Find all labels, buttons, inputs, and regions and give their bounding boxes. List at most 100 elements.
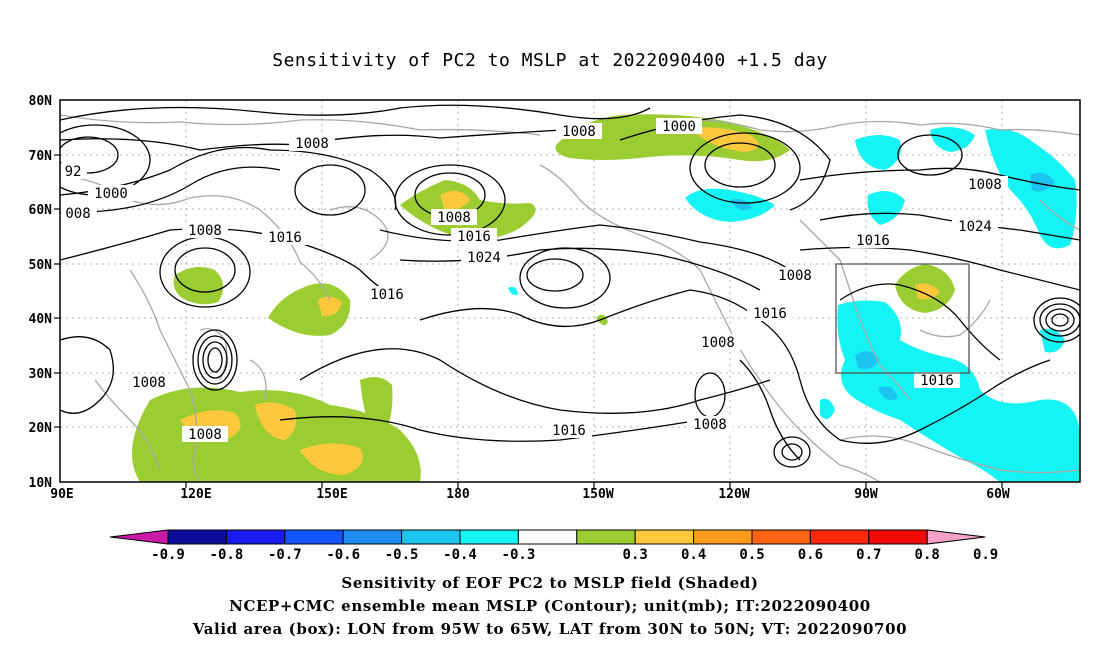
contour-label: 1008 (962, 176, 1008, 193)
contour-label: 1008 (695, 334, 741, 351)
negative-area (855, 135, 901, 170)
contour-label: 1016 (914, 372, 960, 389)
contour-label: 1008 (772, 267, 818, 284)
colorbar-swatch (634, 529, 695, 545)
svg-text:1008: 1008 (701, 335, 735, 351)
svg-text:1016: 1016 (457, 229, 491, 245)
negative-area-strong (878, 386, 898, 401)
negative-area (867, 191, 905, 225)
colorbar-label: 0.5 (739, 547, 764, 563)
positive-area-strong (915, 283, 940, 300)
colorbar-swatch (576, 529, 636, 545)
contour-label: 1000 (88, 185, 134, 202)
lat-label: 50N (29, 258, 53, 273)
colorbar-swatch (167, 529, 227, 545)
lat-label: 60N (29, 203, 53, 218)
colorbar-swatch (693, 529, 753, 545)
colorbar-swatch (342, 529, 403, 545)
caption-line-1: Sensitivity of EOF PC2 to MSLP field (Sh… (341, 574, 759, 592)
colorbar-label: 0.8 (915, 547, 940, 563)
colorbar-label: -0.7 (268, 547, 302, 563)
lon-label: 120E (180, 487, 211, 502)
colorbar-label: -0.3 (502, 547, 536, 563)
colorbar-swatch (284, 529, 344, 545)
caption-line-2: NCEP+CMC ensemble mean MSLP (Contour); u… (229, 597, 871, 615)
colorbar-swatch (401, 529, 461, 545)
contour-label: 1000 (656, 118, 702, 135)
colorbar-swatch (517, 529, 578, 545)
positive-area (360, 376, 393, 440)
svg-text:1008: 1008 (693, 417, 727, 433)
contour-label: 1008 (289, 135, 335, 152)
colorbar-swatch (751, 529, 811, 545)
positive-area-strong (300, 443, 363, 475)
svg-text:1008: 1008 (437, 210, 471, 226)
lon-label: 180 (446, 487, 470, 502)
negative-area-strong (855, 351, 880, 369)
lon-axis: 90E 120E 150E 180 150W 120W 90W 60W (50, 482, 1010, 502)
contour-label: 1016 (262, 229, 308, 246)
colorbar-swatch (459, 529, 519, 545)
colorbar-label: 0.9 (973, 547, 998, 563)
svg-text:1008: 1008 (778, 268, 812, 284)
positive-area-strong (440, 191, 470, 211)
contour-label: 1008 (687, 416, 733, 433)
positive-area-strong (255, 402, 297, 440)
colorbar-label: 0.4 (681, 547, 706, 563)
contour-label: 1008 (182, 426, 228, 443)
positive-area-strong (318, 296, 342, 317)
map-frame (59, 99, 1081, 483)
colorbar-swatch (868, 529, 928, 545)
colorbar-swatch (809, 529, 870, 545)
lat-label: 30N (29, 367, 53, 382)
colorbar-label: -0.4 (443, 547, 477, 563)
svg-text:1016: 1016 (920, 373, 954, 389)
coastlines (60, 114, 1080, 482)
contour-label: 1016 (451, 228, 497, 245)
svg-text:1024: 1024 (958, 219, 992, 235)
negative-area (837, 300, 1080, 482)
lat-label: 20N (29, 421, 53, 436)
svg-text:1016: 1016 (753, 306, 787, 322)
contour-label: 1016 (850, 232, 896, 249)
svg-text:92: 92 (65, 164, 82, 180)
contour-label: 1008 (556, 123, 602, 140)
contour-label: 1024 (952, 218, 998, 235)
colorbar-label: 0.3 (623, 547, 648, 563)
svg-text:1016: 1016 (370, 287, 404, 303)
negative-area (820, 398, 835, 419)
negative-area (508, 286, 518, 296)
contour-label: 1008 (182, 222, 228, 239)
svg-text:1008: 1008 (188, 223, 222, 239)
negative-area-strong (730, 199, 752, 211)
svg-text:1024: 1024 (467, 250, 501, 266)
negative-area-strong (1030, 172, 1055, 192)
lon-label: 90W (854, 487, 878, 502)
colorbar-swatch (225, 529, 286, 545)
svg-text:1000: 1000 (94, 186, 128, 202)
lon-label: 150W (582, 487, 613, 502)
caption-line-3: Valid area (box): LON from 95W to 65W, L… (192, 620, 908, 638)
colorbar-label: -0.6 (326, 547, 360, 563)
svg-text:1016: 1016 (856, 233, 890, 249)
contour-label: 1016 (546, 422, 592, 439)
lat-axis: 80N 70N 60N 50N 40N 30N 20N 10N (29, 94, 60, 491)
lat-label: 40N (29, 312, 53, 327)
contour-labels: 1008 1000 1008 1008 92 1000 008 1008 100… (61, 118, 1008, 443)
negative-area (930, 126, 975, 152)
lat-label: 70N (29, 149, 53, 164)
svg-text:1008: 1008 (968, 177, 1002, 193)
positive-area (173, 266, 224, 305)
svg-text:1000: 1000 (662, 119, 696, 135)
contour-label: 1016 (364, 286, 410, 303)
svg-text:1008: 1008 (188, 427, 222, 443)
colorbar-label: -0.9 (151, 547, 185, 563)
lat-label: 10N (29, 476, 53, 491)
svg-text:1008: 1008 (132, 375, 166, 391)
svg-text:008: 008 (65, 206, 90, 222)
lon-label: 150E (316, 487, 347, 502)
contour-label: 1008 (431, 209, 477, 226)
colorbar-label: -0.8 (210, 547, 244, 563)
colorbar-low-arrow (109, 529, 169, 545)
